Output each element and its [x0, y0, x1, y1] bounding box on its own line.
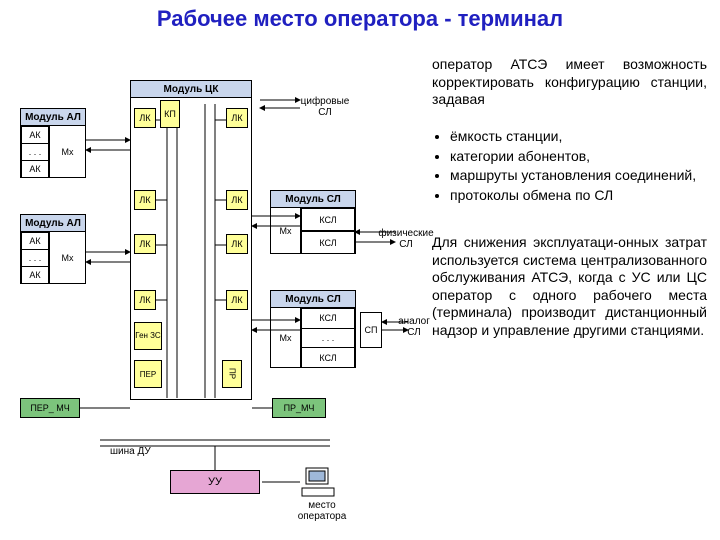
bullet-4: протоколы обмена по СЛ: [450, 187, 720, 205]
per-mch: ПЕР_ МЧ: [20, 398, 80, 418]
module-sl-1: Модуль СЛ Мх КСЛ КСЛ: [270, 190, 356, 254]
module-sl-2: Модуль СЛ Мх КСЛ . . . КСЛ: [270, 290, 356, 368]
ck-lk-r4: ЛК: [226, 290, 248, 310]
bullet-3: маршруты установления соединений,: [450, 167, 720, 185]
sl1-ksl2: КСЛ: [301, 231, 355, 254]
ck-lk-l4: ЛК: [134, 290, 156, 310]
ck-lk-r1: ЛК: [226, 108, 248, 128]
al2-ak1: АК: [21, 232, 49, 250]
ck-kp: КП: [160, 100, 180, 128]
ck-lk-l1: ЛК: [134, 108, 156, 128]
bullet-1: ёмкость станции,: [450, 128, 720, 146]
module-sl-1-title: Модуль СЛ: [271, 191, 355, 208]
sl1-ksl1: КСЛ: [301, 208, 355, 231]
module-al-1: Модуль АЛ АК . . . АК Мх: [20, 108, 86, 178]
operator-label: место оператора: [292, 500, 352, 522]
al1-mx: Мх: [49, 126, 85, 178]
ck-pr: ПР: [222, 360, 242, 388]
al2-ak2: АК: [21, 266, 49, 284]
ck-lk-r3: ЛК: [226, 234, 248, 254]
al1-ak1: АК: [21, 126, 49, 144]
sl2-dots: . . .: [301, 329, 355, 348]
physical-label: физические СЛ: [376, 228, 436, 250]
ck-gen: Ген ЗС: [134, 322, 162, 350]
module-ck-title: Модуль ЦК: [131, 81, 251, 98]
paragraph-2: Для снижения эксплуатаци-онных затрат ис…: [432, 234, 707, 339]
module-al-2-title: Модуль АЛ: [21, 215, 85, 232]
pr-mch: ПР_МЧ: [272, 398, 326, 418]
terminal-icon: [300, 466, 340, 500]
module-al-1-title: Модуль АЛ: [21, 109, 85, 126]
ck-lk-l3: ЛК: [134, 234, 156, 254]
module-sl-2-title: Модуль СЛ: [271, 291, 355, 308]
al2-dots: . . .: [21, 250, 49, 266]
analog-label: аналог СЛ: [394, 316, 434, 338]
ck-lk-l2: ЛК: [134, 190, 156, 210]
sl2-ksl2: КСЛ: [301, 347, 355, 368]
ck-lk-r2: ЛК: [226, 190, 248, 210]
digital-label: цифровые СЛ: [298, 96, 352, 118]
uu-block: УУ: [170, 470, 260, 494]
al1-dots: . . .: [21, 144, 49, 160]
bus-label: шина ДУ: [110, 446, 151, 457]
sl1-mx: Мх: [271, 208, 301, 254]
module-al-2: Модуль АЛ АК . . . АК Мх: [20, 214, 86, 284]
sl2-sp: СП: [360, 312, 382, 348]
al1-ak2: АК: [21, 160, 49, 178]
ck-per: ПЕР: [134, 360, 162, 388]
sl2-mx: Мх: [271, 308, 301, 368]
sl2-ksl1: КСЛ: [301, 308, 355, 329]
bullet-2: категории абонентов,: [450, 148, 720, 166]
bullet-list: ёмкость станции, категории абонентов, ма…: [432, 128, 720, 206]
al2-mx: Мх: [49, 232, 85, 284]
paragraph-1: оператор АТСЭ имеет возможность корректи…: [432, 56, 707, 109]
